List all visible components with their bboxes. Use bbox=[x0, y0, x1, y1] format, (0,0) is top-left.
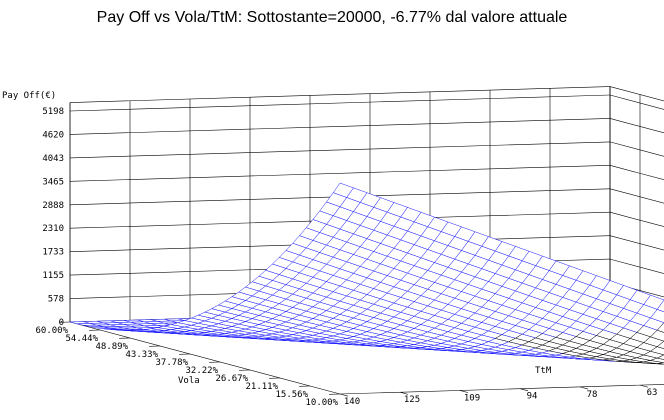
side-wall-gridline bbox=[609, 211, 664, 227]
vola-tick-label: 48.89% bbox=[95, 342, 128, 352]
z-tick-label: 4620 bbox=[42, 130, 64, 140]
z-tick-label: 2888 bbox=[42, 201, 64, 211]
chart-title: Pay Off vs Vola/TtM: Sottostante=20000, … bbox=[97, 9, 568, 26]
vola-tick-label: 15.56% bbox=[275, 390, 308, 400]
side-wall-gridline bbox=[609, 188, 664, 204]
z-tick-label: 0 bbox=[59, 318, 64, 328]
x-axis-label: Vola bbox=[178, 376, 200, 386]
surface-cell bbox=[643, 336, 664, 347]
z-axis-label: Pay Off(€) bbox=[2, 91, 56, 101]
surface-cell bbox=[649, 346, 664, 356]
side-top-edge bbox=[609, 86, 664, 102]
surface-cell bbox=[656, 354, 664, 360]
ttm-tick-label: 125 bbox=[404, 395, 420, 405]
vola-tick-label: 10.00% bbox=[305, 398, 338, 408]
ttm-tick-label: 63 bbox=[647, 388, 658, 398]
surface-cell bbox=[656, 340, 664, 349]
vola-tick-label: 54.44% bbox=[65, 334, 98, 344]
surface-cell bbox=[656, 299, 664, 313]
side-wall-gridline bbox=[609, 235, 664, 251]
right-floor-edge bbox=[339, 384, 664, 395]
z-tick-label: 3465 bbox=[42, 177, 64, 187]
ttm-tick-mark bbox=[339, 393, 349, 397]
surface-cell bbox=[650, 357, 664, 364]
z-tick-label: 5198 bbox=[42, 107, 64, 117]
side-wall-gridline bbox=[609, 258, 664, 274]
front-floor-edge bbox=[69, 321, 341, 395]
y-axis-label: TtM bbox=[535, 366, 552, 376]
ttm-tick-mark bbox=[399, 391, 409, 395]
back-wall-gridline bbox=[69, 118, 611, 135]
surface-cell bbox=[643, 350, 664, 359]
ttm-tick-mark bbox=[639, 384, 649, 388]
ttm-tick-label: 94 bbox=[527, 392, 538, 402]
back-top-edge bbox=[69, 86, 611, 103]
side-wall-gridline bbox=[609, 282, 664, 298]
side-wall-gridline bbox=[609, 94, 664, 110]
vola-tick-label: 21.11% bbox=[245, 382, 278, 392]
ttm-tick-mark bbox=[519, 388, 529, 392]
surface-cell bbox=[643, 294, 664, 310]
tick-labels: 0 578 1155 1733 2310 2888 3465 4043 4620 5198 60.0… bbox=[35, 107, 658, 408]
surface-cell bbox=[657, 362, 664, 365]
vola-tick-label: 26.67% bbox=[215, 374, 248, 384]
ttm-tick-mark bbox=[459, 390, 469, 393]
side-wall-gridline bbox=[609, 118, 664, 134]
z-tick-label: 2310 bbox=[42, 224, 64, 234]
vola-tick-label: 43.33% bbox=[125, 350, 158, 360]
back-wall-gridline bbox=[69, 94, 611, 112]
side-wall-gridline bbox=[609, 141, 664, 157]
vola-tick-label: 37.78% bbox=[155, 358, 188, 368]
z-tick-label: 4043 bbox=[42, 154, 64, 164]
surface-cell bbox=[656, 322, 664, 333]
vola-tick-label: 60.00% bbox=[35, 326, 68, 336]
z-tick-label: 1155 bbox=[42, 271, 64, 281]
back-wall-gridline bbox=[69, 165, 611, 182]
side-wall-gridline bbox=[609, 165, 664, 181]
back-wall-gridline bbox=[69, 141, 611, 159]
vola-tick-label: 32.22% bbox=[185, 366, 218, 376]
surface-cell bbox=[650, 329, 664, 342]
ttm-tick-label: 78 bbox=[587, 390, 598, 400]
surface-cell bbox=[643, 360, 664, 364]
surface-mesh bbox=[69, 182, 664, 365]
surface-cell bbox=[650, 309, 664, 323]
z-tick-label: 1733 bbox=[42, 248, 64, 258]
ttm-tick-label: 109 bbox=[464, 393, 480, 403]
ttm-tick-label: 140 bbox=[344, 397, 360, 407]
z-tick-label: 578 bbox=[48, 295, 64, 305]
ttm-tick-mark bbox=[579, 386, 589, 390]
